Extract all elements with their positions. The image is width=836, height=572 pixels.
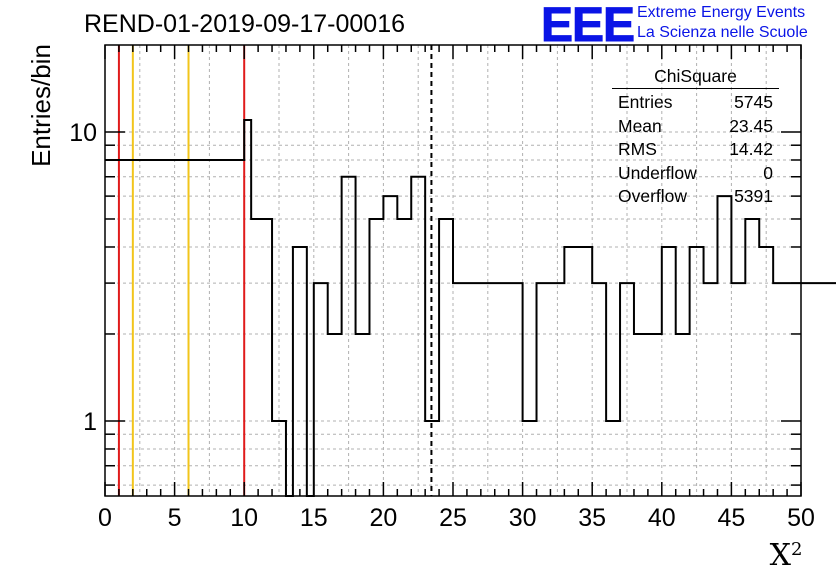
x-tick-label: 20 (369, 504, 397, 532)
x-tick-label: 50 (787, 504, 815, 532)
x-tick-label: 5 (168, 504, 182, 532)
stats-value: 5745 (734, 91, 773, 115)
stats-label: Mean (618, 115, 662, 139)
eee-logo: EEE (541, 0, 634, 53)
x-axis-label: X2 (770, 538, 803, 572)
stats-row-underflow: Underflow 0 (612, 162, 779, 186)
stats-box: ChiSquare Entries 5745 Mean 23.45 RMS 14.42… (612, 66, 779, 209)
stats-label: Overflow (618, 185, 687, 209)
stats-row-overflow: Overflow 5391 (612, 185, 779, 209)
stats-value: 0 (763, 162, 773, 186)
run-title: REND-01-2019-09-17-00016 (84, 10, 405, 39)
x-tick-label: 35 (578, 504, 606, 532)
stats-row-rms: RMS 14.42 (612, 138, 779, 162)
x-tick-label: 45 (717, 504, 745, 532)
x-tick-label: 25 (439, 504, 467, 532)
stats-row-mean: Mean 23.45 (612, 115, 779, 139)
x-tick-label: 30 (509, 504, 537, 532)
stats-value: 23.45 (729, 115, 773, 139)
stats-value: 5391 (734, 185, 773, 209)
x-tick-label: 15 (300, 504, 328, 532)
x-tick-label: 10 (230, 504, 258, 532)
logo-line-1: Extreme Energy Events (637, 4, 805, 22)
stats-row-entries: Entries 5745 (612, 91, 779, 115)
y-tick-label: 1 (83, 408, 97, 436)
reference-lines (119, 45, 432, 496)
y-axis-label: Entries/bin (26, 44, 57, 167)
stats-label: RMS (618, 138, 657, 162)
logo-line-2: La Scienza nelle Scuole (637, 24, 808, 42)
stats-label: Underflow (618, 162, 697, 186)
stats-label: Entries (618, 91, 672, 115)
x-tick-label: 0 (98, 504, 112, 532)
stats-value: 14.42 (729, 138, 773, 162)
stats-title: ChiSquare (612, 66, 779, 89)
y-tick-label: 10 (69, 119, 97, 147)
x-tick-label: 40 (648, 504, 676, 532)
